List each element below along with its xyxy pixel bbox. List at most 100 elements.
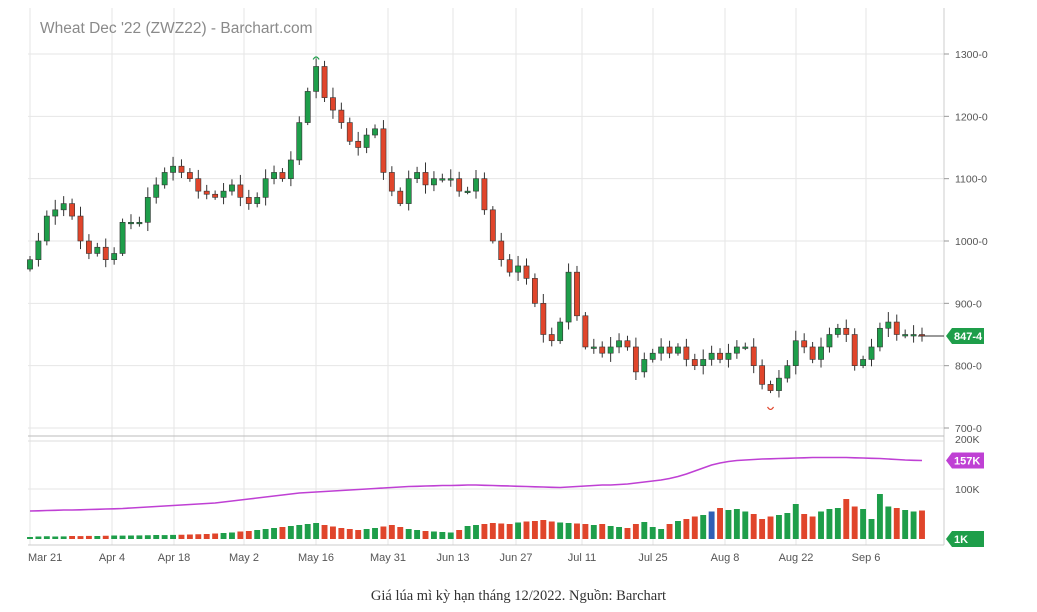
volume-tick-label: 100K — [955, 484, 980, 496]
candle — [902, 329, 909, 339]
candle — [170, 156, 176, 181]
candle — [128, 214, 134, 230]
volume-bar — [161, 535, 168, 539]
volume-bar — [481, 524, 488, 539]
candle — [346, 117, 353, 146]
candle — [818, 337, 824, 368]
candle — [52, 199, 59, 225]
candle-body — [464, 190, 471, 193]
candle-body — [439, 178, 446, 181]
candle-body — [733, 346, 740, 354]
chart-svg: Wheat Dec '22 (ZWZ22) - Barchart.com Mar… — [27, 8, 988, 564]
candle-body — [405, 178, 412, 204]
volume-bar — [85, 535, 92, 539]
volume-bar — [422, 531, 429, 539]
y-tick-label: 1000-0 — [955, 236, 988, 248]
candle-body — [885, 321, 892, 329]
candle — [893, 314, 900, 341]
candle — [733, 340, 740, 359]
candle-body — [245, 197, 252, 204]
volume-bar — [94, 536, 101, 539]
candle — [279, 168, 286, 182]
candle-body — [675, 346, 681, 354]
candle — [388, 166, 395, 197]
volume-bar — [590, 525, 597, 539]
candle-body — [649, 352, 656, 360]
candle-body — [35, 240, 42, 261]
x-tick-label: May 2 — [229, 552, 259, 564]
volume-bar — [430, 531, 437, 539]
candle — [153, 177, 160, 204]
candle-body — [69, 203, 75, 217]
candle — [481, 172, 488, 215]
volume-bar — [574, 523, 580, 539]
candle — [540, 293, 547, 343]
volume-bar — [658, 529, 665, 539]
candle-body — [473, 178, 479, 192]
candle — [557, 317, 564, 344]
volume-bar — [439, 532, 446, 539]
candle — [599, 341, 606, 358]
volume-bar — [885, 506, 892, 539]
x-tick-label: May 31 — [370, 552, 406, 564]
candle — [262, 169, 269, 206]
volume-bar — [397, 527, 404, 539]
candle — [119, 218, 126, 256]
candle-body — [574, 271, 580, 317]
candle-body — [750, 346, 757, 366]
volume-bar — [641, 522, 648, 539]
candle-body — [548, 334, 555, 342]
volume-bar — [102, 535, 109, 539]
candle — [843, 319, 850, 342]
volume-bar — [708, 511, 715, 539]
candle-body — [599, 346, 606, 354]
candle — [271, 165, 277, 185]
volume-bar — [229, 532, 235, 539]
volume-bars — [27, 494, 925, 539]
x-tick-label: Aug 22 — [779, 552, 814, 564]
candle-body — [481, 178, 488, 211]
candle-body — [170, 165, 176, 173]
candle — [826, 327, 833, 353]
candle-body — [77, 215, 84, 242]
candle — [136, 216, 143, 227]
open-interest-line — [29, 456, 923, 512]
volume-bar — [792, 504, 799, 539]
volume-bar — [843, 499, 850, 539]
candle-body — [355, 140, 362, 148]
candle — [506, 254, 513, 277]
candle-body — [144, 197, 151, 223]
candle-body — [287, 159, 294, 179]
candle — [363, 128, 370, 154]
candle — [212, 190, 219, 200]
volume-bar — [759, 519, 766, 539]
candle — [624, 335, 631, 351]
candle — [675, 343, 681, 356]
x-tick-label: Apr 4 — [99, 552, 125, 564]
candle-body — [877, 327, 883, 348]
volume-bar — [195, 534, 202, 539]
y-tick-label: 1300-0 — [955, 49, 988, 61]
chart-title: Wheat Dec '22 (ZWZ22) - Barchart.com — [40, 20, 313, 37]
candle-body — [632, 346, 639, 373]
volume-bar — [144, 535, 151, 539]
candle — [456, 171, 463, 197]
candle — [464, 186, 471, 195]
candle — [590, 338, 597, 354]
last-price-badge-label: 847-4 — [954, 331, 983, 343]
candle-body — [776, 377, 782, 391]
candle — [397, 187, 404, 207]
candle-body — [153, 184, 160, 198]
candle — [523, 258, 530, 285]
candle — [313, 58, 320, 99]
candle-body — [60, 203, 67, 211]
candle-body — [868, 346, 875, 360]
volume-bar — [582, 524, 589, 539]
candle — [498, 232, 505, 267]
volume-bar — [919, 510, 925, 539]
volume-bar — [531, 521, 538, 539]
last-price-badge-shape — [946, 328, 984, 345]
candle — [414, 166, 421, 184]
candle — [422, 162, 429, 194]
candle-body — [893, 321, 900, 335]
